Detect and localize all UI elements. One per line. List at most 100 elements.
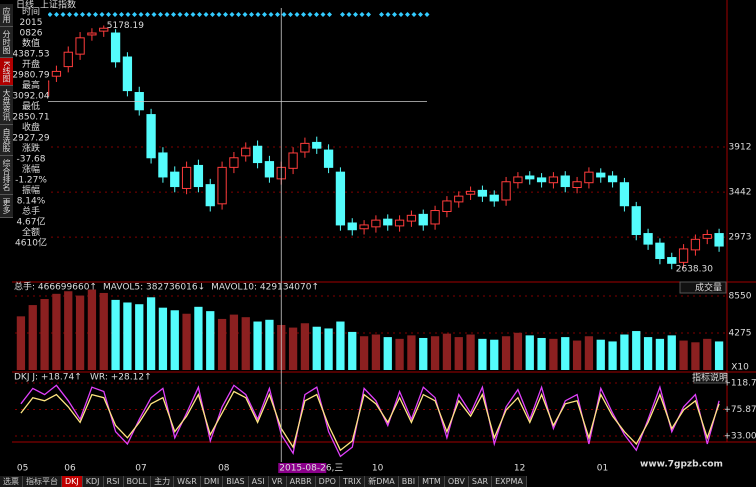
bottom-tab[interactable]: 新DMA	[365, 476, 399, 487]
bottom-tab[interactable]: DPO	[315, 476, 340, 487]
signal-diamond	[106, 12, 111, 17]
side-tab[interactable]: 大盘资讯	[0, 86, 13, 126]
volume-bar	[253, 321, 262, 370]
signal-diamond	[210, 12, 215, 17]
bottom-tab[interactable]: DKJ	[62, 476, 83, 487]
signal-diamond	[60, 12, 66, 17]
volume-bar	[478, 338, 487, 370]
volume-unit: X10	[731, 363, 749, 373]
candle-body	[643, 233, 653, 245]
volume-bar	[206, 311, 215, 370]
candle-body	[714, 233, 724, 247]
signal-diamond	[359, 12, 365, 17]
volume-bar	[383, 337, 392, 370]
bottom-tab[interactable]: RSI	[103, 476, 124, 487]
x-tick-label: 10	[372, 464, 384, 474]
signal-diamond	[379, 12, 384, 17]
bottom-tab[interactable]: OBV	[444, 476, 469, 487]
x-tick-label: 06	[64, 464, 76, 474]
candle-body	[193, 164, 204, 188]
bottom-tab[interactable]: 主力	[151, 476, 175, 487]
signal-diamond	[320, 12, 326, 17]
signal-diamond	[392, 12, 397, 17]
candle-body	[347, 222, 357, 231]
candle-body	[122, 56, 133, 92]
x-tick-label: 07	[135, 464, 146, 474]
candle-body	[572, 181, 582, 189]
volume-select[interactable]: 成交量	[695, 282, 722, 294]
indicator-button[interactable]: 指标说明	[692, 372, 728, 384]
signal-diamond	[229, 12, 235, 17]
volume-bar	[217, 318, 227, 370]
bottom-tab[interactable]: KDJ	[82, 476, 104, 487]
side-tab[interactable]: 更多	[0, 195, 13, 219]
signal-diamond	[398, 12, 404, 17]
candle-body	[158, 152, 168, 178]
candle-body	[229, 157, 239, 168]
signal-diamond	[418, 12, 423, 17]
side-tab[interactable]: K线图	[0, 58, 13, 87]
signal-diamond	[203, 12, 209, 17]
candle-body	[63, 51, 73, 68]
volume-bar	[407, 335, 416, 370]
signal-diamond	[353, 12, 358, 17]
bottom-tab[interactable]: 选票	[0, 476, 23, 487]
volume-bar	[561, 337, 570, 370]
bottom-tab[interactable]: DMI	[200, 476, 224, 487]
info-value: 2980.79	[12, 71, 49, 81]
signal-diamond	[119, 12, 124, 17]
bottom-tab[interactable]: MTM	[419, 476, 445, 487]
info-label: 全额	[22, 226, 40, 238]
signal-diamond	[405, 12, 410, 17]
signal-diamond	[80, 12, 85, 17]
volume-bar	[229, 314, 239, 370]
candle-body	[607, 175, 618, 183]
signal-diamond	[242, 12, 248, 17]
bottom-tab[interactable]: W&R	[174, 476, 201, 487]
signal-diamond	[216, 12, 222, 17]
volume-bar	[123, 302, 132, 370]
bottom-tab[interactable]: SAR	[468, 476, 493, 487]
bottom-tab[interactable]: 指标平台	[23, 476, 62, 487]
signal-diamond	[249, 12, 254, 17]
y-tick-label: 4275	[729, 328, 752, 338]
side-tab[interactable]: 分时图	[0, 27, 13, 58]
bottom-tab[interactable]: VR	[268, 476, 287, 487]
candle-body	[241, 147, 251, 157]
candle-body	[252, 145, 263, 164]
volume-bar	[75, 295, 85, 370]
signal-diamond	[346, 12, 352, 17]
volume-bar	[359, 336, 369, 370]
candle-body	[584, 171, 594, 184]
signal-diamond	[307, 12, 313, 17]
bottom-tab[interactable]: BIAS	[223, 476, 249, 487]
volume-bar	[667, 335, 676, 370]
side-tab[interactable]: 应用	[0, 4, 13, 27]
side-tab[interactable]: 自选股	[0, 125, 13, 157]
x-tick-label: 01	[597, 464, 608, 474]
signal-diamond	[125, 12, 131, 17]
volume-bar	[99, 292, 108, 370]
candle-body	[667, 257, 677, 264]
volume-bar	[584, 336, 594, 370]
y-tick-label: +118.7	[723, 379, 756, 389]
bottom-tab[interactable]: BOLL	[123, 476, 152, 487]
bottom-tab[interactable]: EXPMA	[492, 476, 527, 487]
bottom-tab[interactable]: ARBR	[286, 476, 316, 487]
info-value: 3092.04	[12, 92, 49, 102]
bottom-tab[interactable]: BBI	[398, 476, 420, 487]
bottom-tab[interactable]: TRIX	[339, 476, 366, 487]
volume-legend: MAVOL5: 382736016↓	[103, 283, 205, 293]
candle-body	[217, 166, 227, 205]
side-tab[interactable]: 综合排名	[0, 156, 13, 196]
candle-body	[619, 182, 630, 207]
volume-bar	[300, 323, 310, 370]
signal-diamond	[281, 12, 287, 17]
bottom-tab[interactable]: ASI	[248, 476, 269, 487]
signal-diamond	[262, 12, 267, 17]
candle-body	[99, 27, 109, 32]
volume-bar	[265, 319, 274, 370]
candle-body	[418, 213, 428, 226]
candle-body	[655, 242, 665, 260]
